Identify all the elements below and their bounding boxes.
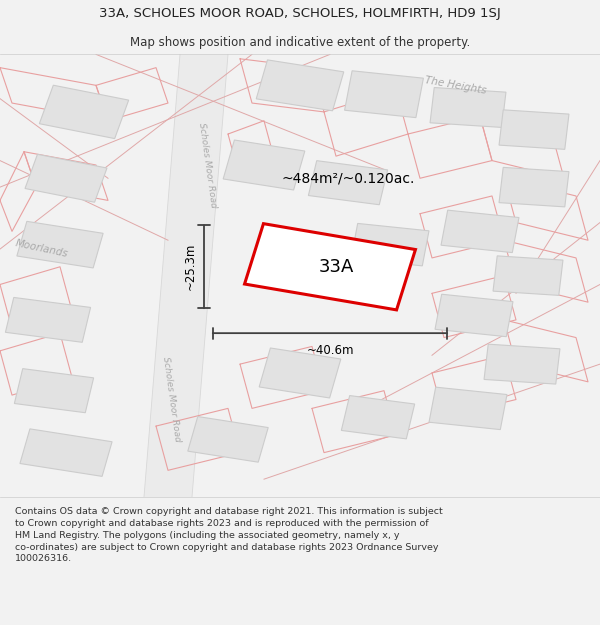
Polygon shape bbox=[435, 294, 513, 337]
Polygon shape bbox=[223, 140, 305, 190]
Polygon shape bbox=[499, 110, 569, 149]
Polygon shape bbox=[308, 161, 388, 205]
Text: Map shows position and indicative extent of the property.: Map shows position and indicative extent… bbox=[130, 36, 470, 49]
Polygon shape bbox=[5, 298, 91, 343]
Text: Scholes Moor Road: Scholes Moor Road bbox=[161, 356, 181, 442]
Polygon shape bbox=[144, 54, 228, 497]
Text: 33A, SCHOLES MOOR ROAD, SCHOLES, HOLMFIRTH, HD9 1SJ: 33A, SCHOLES MOOR ROAD, SCHOLES, HOLMFIR… bbox=[99, 7, 501, 20]
Polygon shape bbox=[344, 71, 424, 118]
Polygon shape bbox=[259, 348, 341, 398]
Text: Contains OS data © Crown copyright and database right 2021. This information is : Contains OS data © Crown copyright and d… bbox=[15, 507, 443, 563]
Polygon shape bbox=[20, 429, 112, 476]
Text: 33A: 33A bbox=[319, 258, 353, 276]
Polygon shape bbox=[17, 221, 103, 268]
Polygon shape bbox=[499, 168, 569, 207]
Polygon shape bbox=[351, 223, 429, 266]
Text: Moorlands: Moorlands bbox=[14, 239, 70, 259]
Polygon shape bbox=[341, 396, 415, 439]
Polygon shape bbox=[14, 369, 94, 413]
Polygon shape bbox=[188, 416, 268, 462]
Polygon shape bbox=[245, 224, 415, 310]
Polygon shape bbox=[25, 154, 107, 202]
Polygon shape bbox=[484, 344, 560, 384]
Text: Scholes Moor Road: Scholes Moor Road bbox=[197, 122, 217, 208]
Text: ~25.3m: ~25.3m bbox=[184, 243, 197, 291]
Text: ~484m²/~0.120ac.: ~484m²/~0.120ac. bbox=[281, 171, 415, 185]
Text: The Heights: The Heights bbox=[424, 75, 488, 96]
Polygon shape bbox=[40, 85, 128, 139]
Polygon shape bbox=[430, 88, 506, 128]
Polygon shape bbox=[493, 256, 563, 296]
Polygon shape bbox=[441, 210, 519, 252]
Polygon shape bbox=[256, 60, 344, 111]
Polygon shape bbox=[429, 387, 507, 429]
Text: ~40.6m: ~40.6m bbox=[306, 344, 354, 357]
